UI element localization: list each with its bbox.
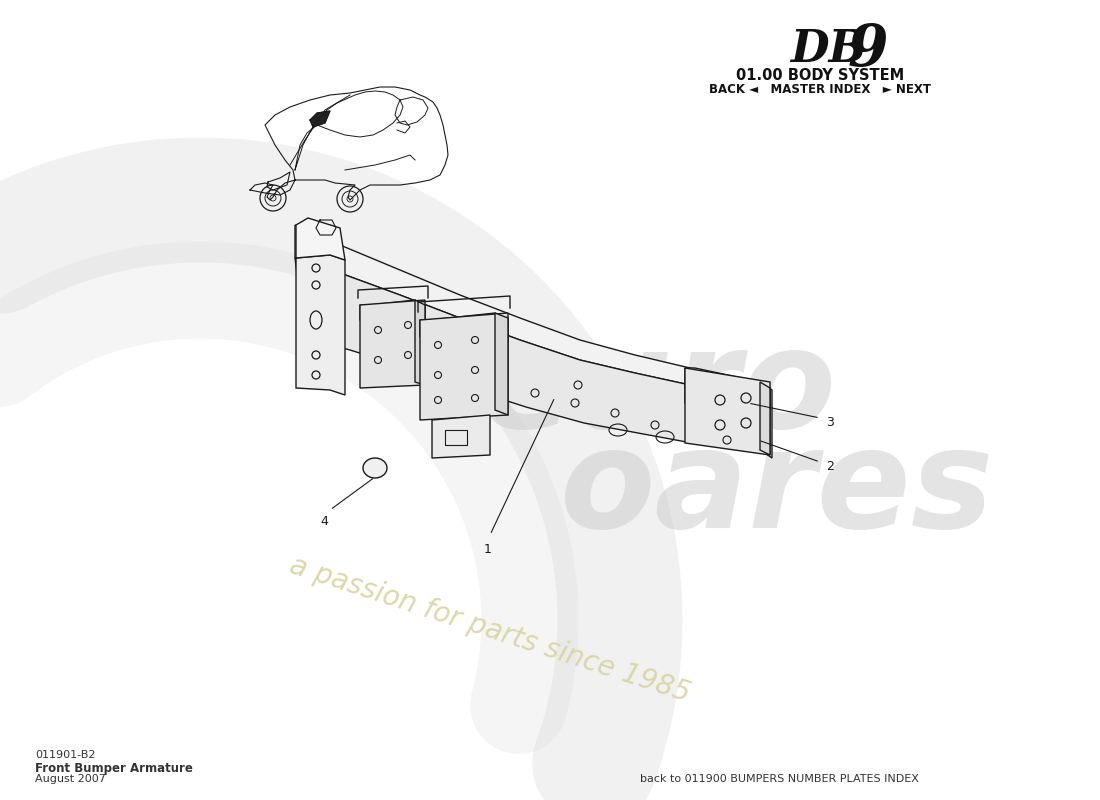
Polygon shape <box>685 368 770 408</box>
Text: 4: 4 <box>320 515 328 528</box>
Polygon shape <box>360 300 425 325</box>
Polygon shape <box>420 313 508 420</box>
Polygon shape <box>432 415 490 458</box>
Text: 2: 2 <box>826 459 834 473</box>
Text: a passion for parts since 1985: a passion for parts since 1985 <box>286 552 694 708</box>
Text: 01.00 BODY SYSTEM: 01.00 BODY SYSTEM <box>736 68 904 83</box>
Polygon shape <box>296 255 345 395</box>
Text: 3: 3 <box>826 415 834 429</box>
Text: euro: euro <box>480 322 837 458</box>
Polygon shape <box>685 368 770 455</box>
Polygon shape <box>415 300 425 385</box>
Polygon shape <box>360 300 425 388</box>
Polygon shape <box>420 313 508 342</box>
Polygon shape <box>295 258 762 451</box>
Text: DB: DB <box>790 28 867 71</box>
Text: BACK ◄   MASTER INDEX   ► NEXT: BACK ◄ MASTER INDEX ► NEXT <box>710 83 931 96</box>
Polygon shape <box>760 382 772 458</box>
Text: 011901-B2: 011901-B2 <box>35 750 96 760</box>
Ellipse shape <box>363 458 387 478</box>
Text: back to 011900 BUMPERS NUMBER PLATES INDEX: back to 011900 BUMPERS NUMBER PLATES IND… <box>640 774 918 784</box>
Text: 9: 9 <box>848 22 889 78</box>
Polygon shape <box>295 225 760 397</box>
Polygon shape <box>760 382 770 455</box>
Bar <box>446 430 468 445</box>
Polygon shape <box>310 111 330 127</box>
Text: oares: oares <box>560 422 994 558</box>
Text: August 2007: August 2007 <box>35 774 106 784</box>
Text: Front Bumper Armature: Front Bumper Armature <box>35 762 192 775</box>
Text: 1: 1 <box>484 543 492 556</box>
Polygon shape <box>495 313 508 415</box>
Polygon shape <box>296 218 345 260</box>
